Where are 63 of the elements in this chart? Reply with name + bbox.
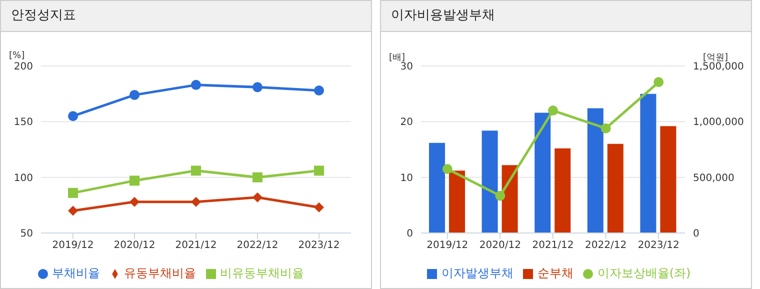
bar bbox=[534, 112, 551, 233]
y-tick-label: 50 bbox=[20, 228, 33, 240]
bar bbox=[640, 94, 656, 233]
legend-label: 부채비율 bbox=[52, 266, 100, 280]
y-tick-label: 30 bbox=[400, 62, 413, 73]
x-tick-label: 2023/12 bbox=[298, 240, 340, 252]
chart-title: 안정성지표 bbox=[1, 1, 371, 32]
x-tick-label: 2020/12 bbox=[114, 240, 156, 252]
point bbox=[130, 176, 140, 186]
legend-label: 이자발생부채 bbox=[441, 266, 514, 280]
bar bbox=[449, 170, 465, 233]
point bbox=[314, 202, 324, 212]
point bbox=[252, 172, 262, 182]
y-tick-label: 10 bbox=[400, 172, 413, 184]
legend-label: 순부채 bbox=[537, 266, 574, 280]
x-tick-label: 2021/12 bbox=[175, 240, 217, 252]
bar bbox=[482, 130, 498, 233]
legend-label: 비유동부채비율 bbox=[220, 266, 304, 280]
point bbox=[68, 111, 78, 122]
point bbox=[68, 188, 78, 198]
point bbox=[130, 90, 140, 100]
legend-label: 이자보상배율(좌) bbox=[597, 266, 691, 280]
chart-title: 이자비용발생부채 bbox=[381, 1, 751, 32]
x-tick-label: 2022/12 bbox=[236, 240, 278, 252]
point bbox=[68, 206, 78, 216]
y-axis-title: [%] bbox=[9, 51, 25, 61]
point bbox=[191, 166, 201, 176]
y2-tick-label: 500,000 bbox=[693, 172, 734, 184]
y2-tick-label: 1,000,000 bbox=[693, 117, 744, 128]
x-tick-label: 2022/12 bbox=[585, 240, 627, 252]
x-tick-label: 2019/12 bbox=[426, 240, 468, 252]
bar bbox=[554, 148, 571, 233]
bar bbox=[429, 142, 445, 233]
point bbox=[314, 85, 324, 96]
point bbox=[314, 166, 324, 176]
x-tick-label: 2020/12 bbox=[479, 240, 521, 252]
x-tick-label: 2021/12 bbox=[532, 240, 574, 252]
y-axis-title: [배] bbox=[389, 52, 406, 63]
point bbox=[191, 196, 201, 207]
bar bbox=[587, 108, 604, 233]
bar bbox=[660, 126, 676, 233]
y2-tick-label: 0 bbox=[693, 228, 700, 240]
bar bbox=[502, 165, 518, 233]
point bbox=[495, 190, 506, 201]
legend-label: 유동부채비율 bbox=[124, 266, 196, 280]
point bbox=[654, 77, 664, 88]
point bbox=[191, 80, 201, 90]
point bbox=[442, 164, 452, 174]
point bbox=[252, 82, 262, 92]
y-tick-label: 20 bbox=[400, 117, 413, 128]
bar bbox=[607, 144, 624, 233]
y-tick-label: 150 bbox=[14, 117, 33, 128]
point bbox=[252, 192, 262, 202]
x-tick-label: 2019/12 bbox=[52, 240, 94, 252]
x-tick-label: 2023/12 bbox=[638, 240, 680, 252]
y-tick-label: 0 bbox=[406, 228, 413, 240]
y-tick-label: 200 bbox=[14, 62, 33, 73]
point bbox=[548, 106, 558, 116]
y2-axis-title: [억원] bbox=[703, 52, 728, 63]
point bbox=[130, 196, 140, 207]
point bbox=[600, 123, 611, 134]
y2-tick-label: 1,500,000 bbox=[693, 62, 744, 73]
y-tick-label: 100 bbox=[14, 172, 33, 184]
